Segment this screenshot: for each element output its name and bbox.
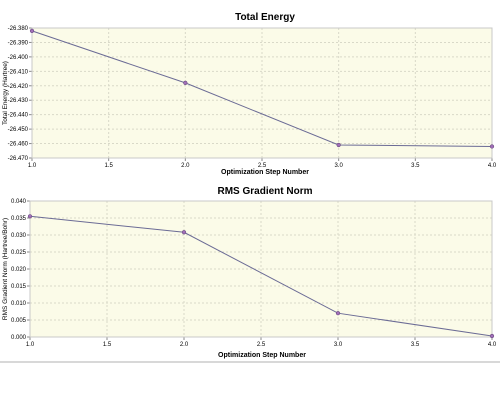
y-tick-label: -26.410 [8, 69, 29, 75]
y-tick-label: 0.015 [11, 284, 27, 290]
data-point [489, 144, 495, 149]
data-point [335, 311, 341, 316]
y-axis-label: RMS Gradient Norm (Hartree/Bohr) [2, 218, 9, 320]
x-axis-label: Optimization Step Number [221, 169, 309, 176]
x-tick-label: 2.5 [258, 163, 267, 169]
x-tick-label: 1.0 [26, 342, 35, 348]
y-tick-label: -26.380 [8, 26, 29, 32]
axes [27, 200, 493, 340]
tick-labels: 1.0 1.5 2.0 2.5 3.0 3.5 4.0 0.040 0.035 0.030 0.02… [11, 199, 497, 348]
data-point [27, 214, 33, 219]
y-tick-label: -26.420 [8, 84, 29, 90]
y-tick-label: 0.040 [11, 199, 27, 205]
data-point [183, 80, 188, 85]
data-point [29, 28, 35, 33]
y-axis-label: Total Energy (Hartree) [2, 61, 9, 125]
chart-title: RMS Gradient Norm [217, 186, 312, 197]
y-tick-label: -26.440 [8, 113, 29, 119]
chart-title: Total Energy [235, 12, 295, 23]
x-tick-label: 2.0 [181, 163, 190, 169]
x-axis-label: Optimization Step Number [218, 352, 306, 359]
x-tick-label: 2.0 [180, 342, 189, 348]
x-tick-label: 3.5 [411, 342, 420, 348]
series-line [31, 30, 493, 147]
x-tick-label: 4.0 [488, 163, 497, 169]
x-tick-label: 1.5 [103, 342, 112, 348]
data-point [489, 333, 495, 339]
y-tick-label: 0.010 [11, 301, 27, 307]
y-tick-label: -26.460 [8, 142, 29, 148]
x-tick-label: 3.0 [334, 342, 343, 348]
y-tick-label: 0.025 [11, 250, 27, 256]
y-tick-label: 0.035 [11, 216, 27, 222]
x-tick-label: 4.0 [488, 342, 497, 348]
y-tick-label: 0.005 [11, 318, 27, 324]
y-tick-label: -26.470 [8, 156, 29, 162]
y-tick-label: -26.450 [8, 127, 29, 133]
x-tick-label: 1.0 [28, 163, 37, 169]
y-tick-label: 0.000 [11, 335, 27, 341]
data-point [336, 142, 341, 148]
y-tick-label: 0.020 [11, 267, 27, 273]
y-tick-label: -26.400 [8, 55, 29, 61]
plot-frame [29, 200, 493, 338]
x-tick-label: 3.5 [411, 163, 420, 169]
series-group [29, 28, 495, 149]
series-group [27, 214, 495, 339]
y-tick-label: -26.390 [8, 40, 29, 46]
chart-total-energy: Total Energy 1.0 1.5 2.0 2.5 3.0 3.5 4.0 -26.38… [0, 8, 500, 180]
x-tick-label: 3.0 [334, 163, 343, 169]
plot-frame [31, 27, 493, 159]
y-tick-label: -26.430 [8, 98, 29, 104]
series-line [29, 215, 493, 337]
data-point [181, 230, 187, 235]
tick-labels: 1.0 1.5 2.0 2.5 3.0 3.5 4.0 -26.380 -26.390 -26.4… [8, 26, 497, 169]
axes [29, 27, 493, 161]
x-tick-label: 1.5 [104, 163, 113, 169]
chart-rms-gradient: RMS Gradient Norm 1.0 1.5 2.0 2.5 3.0 3.5 4.0 0… [0, 182, 500, 360]
y-tick-label: 0.030 [11, 233, 27, 239]
x-tick-label: 2.5 [257, 342, 266, 348]
